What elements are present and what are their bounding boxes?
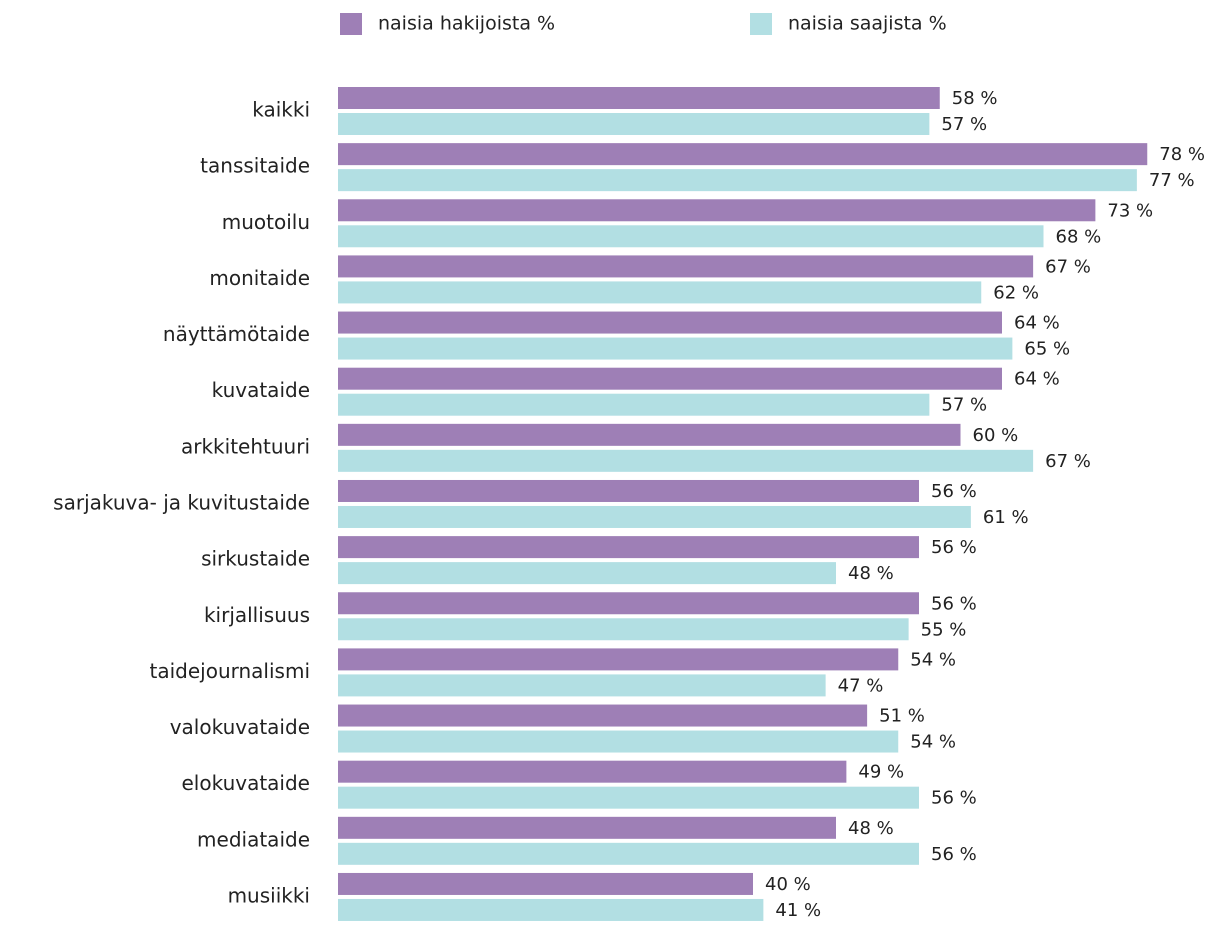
value-label: 77 % <box>1149 170 1195 191</box>
category-label: mediataide <box>197 827 310 851</box>
value-label: 41 % <box>775 900 821 921</box>
value-label: 67 % <box>1045 451 1091 472</box>
bar <box>338 562 836 585</box>
bar <box>338 225 1044 248</box>
bar <box>338 449 1034 472</box>
value-label: 58 % <box>952 88 998 109</box>
value-label: 65 % <box>1024 339 1070 360</box>
bar <box>338 255 1034 278</box>
value-label: 61 % <box>983 507 1029 528</box>
value-label: 48 % <box>848 818 894 839</box>
category-label: monitaide <box>209 266 310 290</box>
category-label: sirkustaide <box>201 547 310 571</box>
bar <box>338 337 1013 360</box>
value-label: 56 % <box>931 788 977 809</box>
bar <box>338 872 753 895</box>
bar <box>338 479 919 502</box>
bar <box>338 842 919 865</box>
value-label: 62 % <box>993 282 1039 303</box>
value-label: 64 % <box>1014 313 1060 334</box>
category-label: sarjakuva- ja kuvitustaide <box>53 490 310 514</box>
bar <box>338 592 919 615</box>
category-label: valokuvataide <box>170 715 310 739</box>
bar <box>338 393 930 416</box>
value-label: 73 % <box>1107 200 1153 221</box>
value-label: 55 % <box>921 619 967 640</box>
bar <box>338 367 1002 390</box>
category-label: näyttämötaide <box>163 322 310 346</box>
bar <box>338 536 919 559</box>
bar <box>338 505 971 528</box>
legend-swatch <box>340 13 362 35</box>
bar <box>338 113 930 135</box>
category-label: kuvataide <box>212 378 310 402</box>
value-label: 40 % <box>765 874 811 895</box>
value-label: 56 % <box>931 481 977 502</box>
bar <box>338 704 868 727</box>
value-label: 64 % <box>1014 369 1060 390</box>
bar <box>338 674 826 697</box>
value-label: 57 % <box>941 395 987 416</box>
value-label: 48 % <box>848 563 894 584</box>
bar <box>338 199 1096 222</box>
category-label: tanssitaide <box>200 154 310 178</box>
value-label: 47 % <box>838 675 884 696</box>
bar <box>338 816 836 839</box>
value-label: 60 % <box>973 425 1019 446</box>
bar <box>338 730 899 753</box>
legend-label: naisia hakijoista % <box>378 13 555 35</box>
bar <box>338 760 847 783</box>
value-label: 67 % <box>1045 256 1091 277</box>
bar <box>338 87 940 109</box>
category-label: elokuvataide <box>182 771 311 795</box>
bar <box>338 618 909 641</box>
bar <box>338 143 1148 166</box>
value-label: 78 % <box>1159 144 1205 165</box>
value-label: 51 % <box>879 706 925 727</box>
value-label: 68 % <box>1056 226 1102 247</box>
bar <box>338 423 961 446</box>
category-label: kaikki <box>252 98 310 122</box>
value-label: 57 % <box>941 114 987 135</box>
bar <box>338 898 764 921</box>
value-label: 56 % <box>931 537 977 558</box>
legend-swatch <box>750 13 772 35</box>
bar <box>338 311 1002 334</box>
category-label: musiikki <box>228 883 310 907</box>
bar <box>338 786 919 809</box>
value-label: 49 % <box>858 762 904 783</box>
category-label: arkkitehtuuri <box>181 434 310 458</box>
category-label: muotoilu <box>222 210 310 234</box>
value-label: 54 % <box>910 732 956 753</box>
bar <box>338 281 982 304</box>
bar <box>338 169 1137 192</box>
legend-label: naisia saajista % <box>788 13 947 35</box>
value-label: 56 % <box>931 844 977 865</box>
category-label: kirjallisuus <box>204 603 310 627</box>
value-label: 56 % <box>931 593 977 614</box>
category-label: taidejournalismi <box>150 659 311 683</box>
bar <box>338 648 899 671</box>
value-label: 54 % <box>910 649 956 670</box>
